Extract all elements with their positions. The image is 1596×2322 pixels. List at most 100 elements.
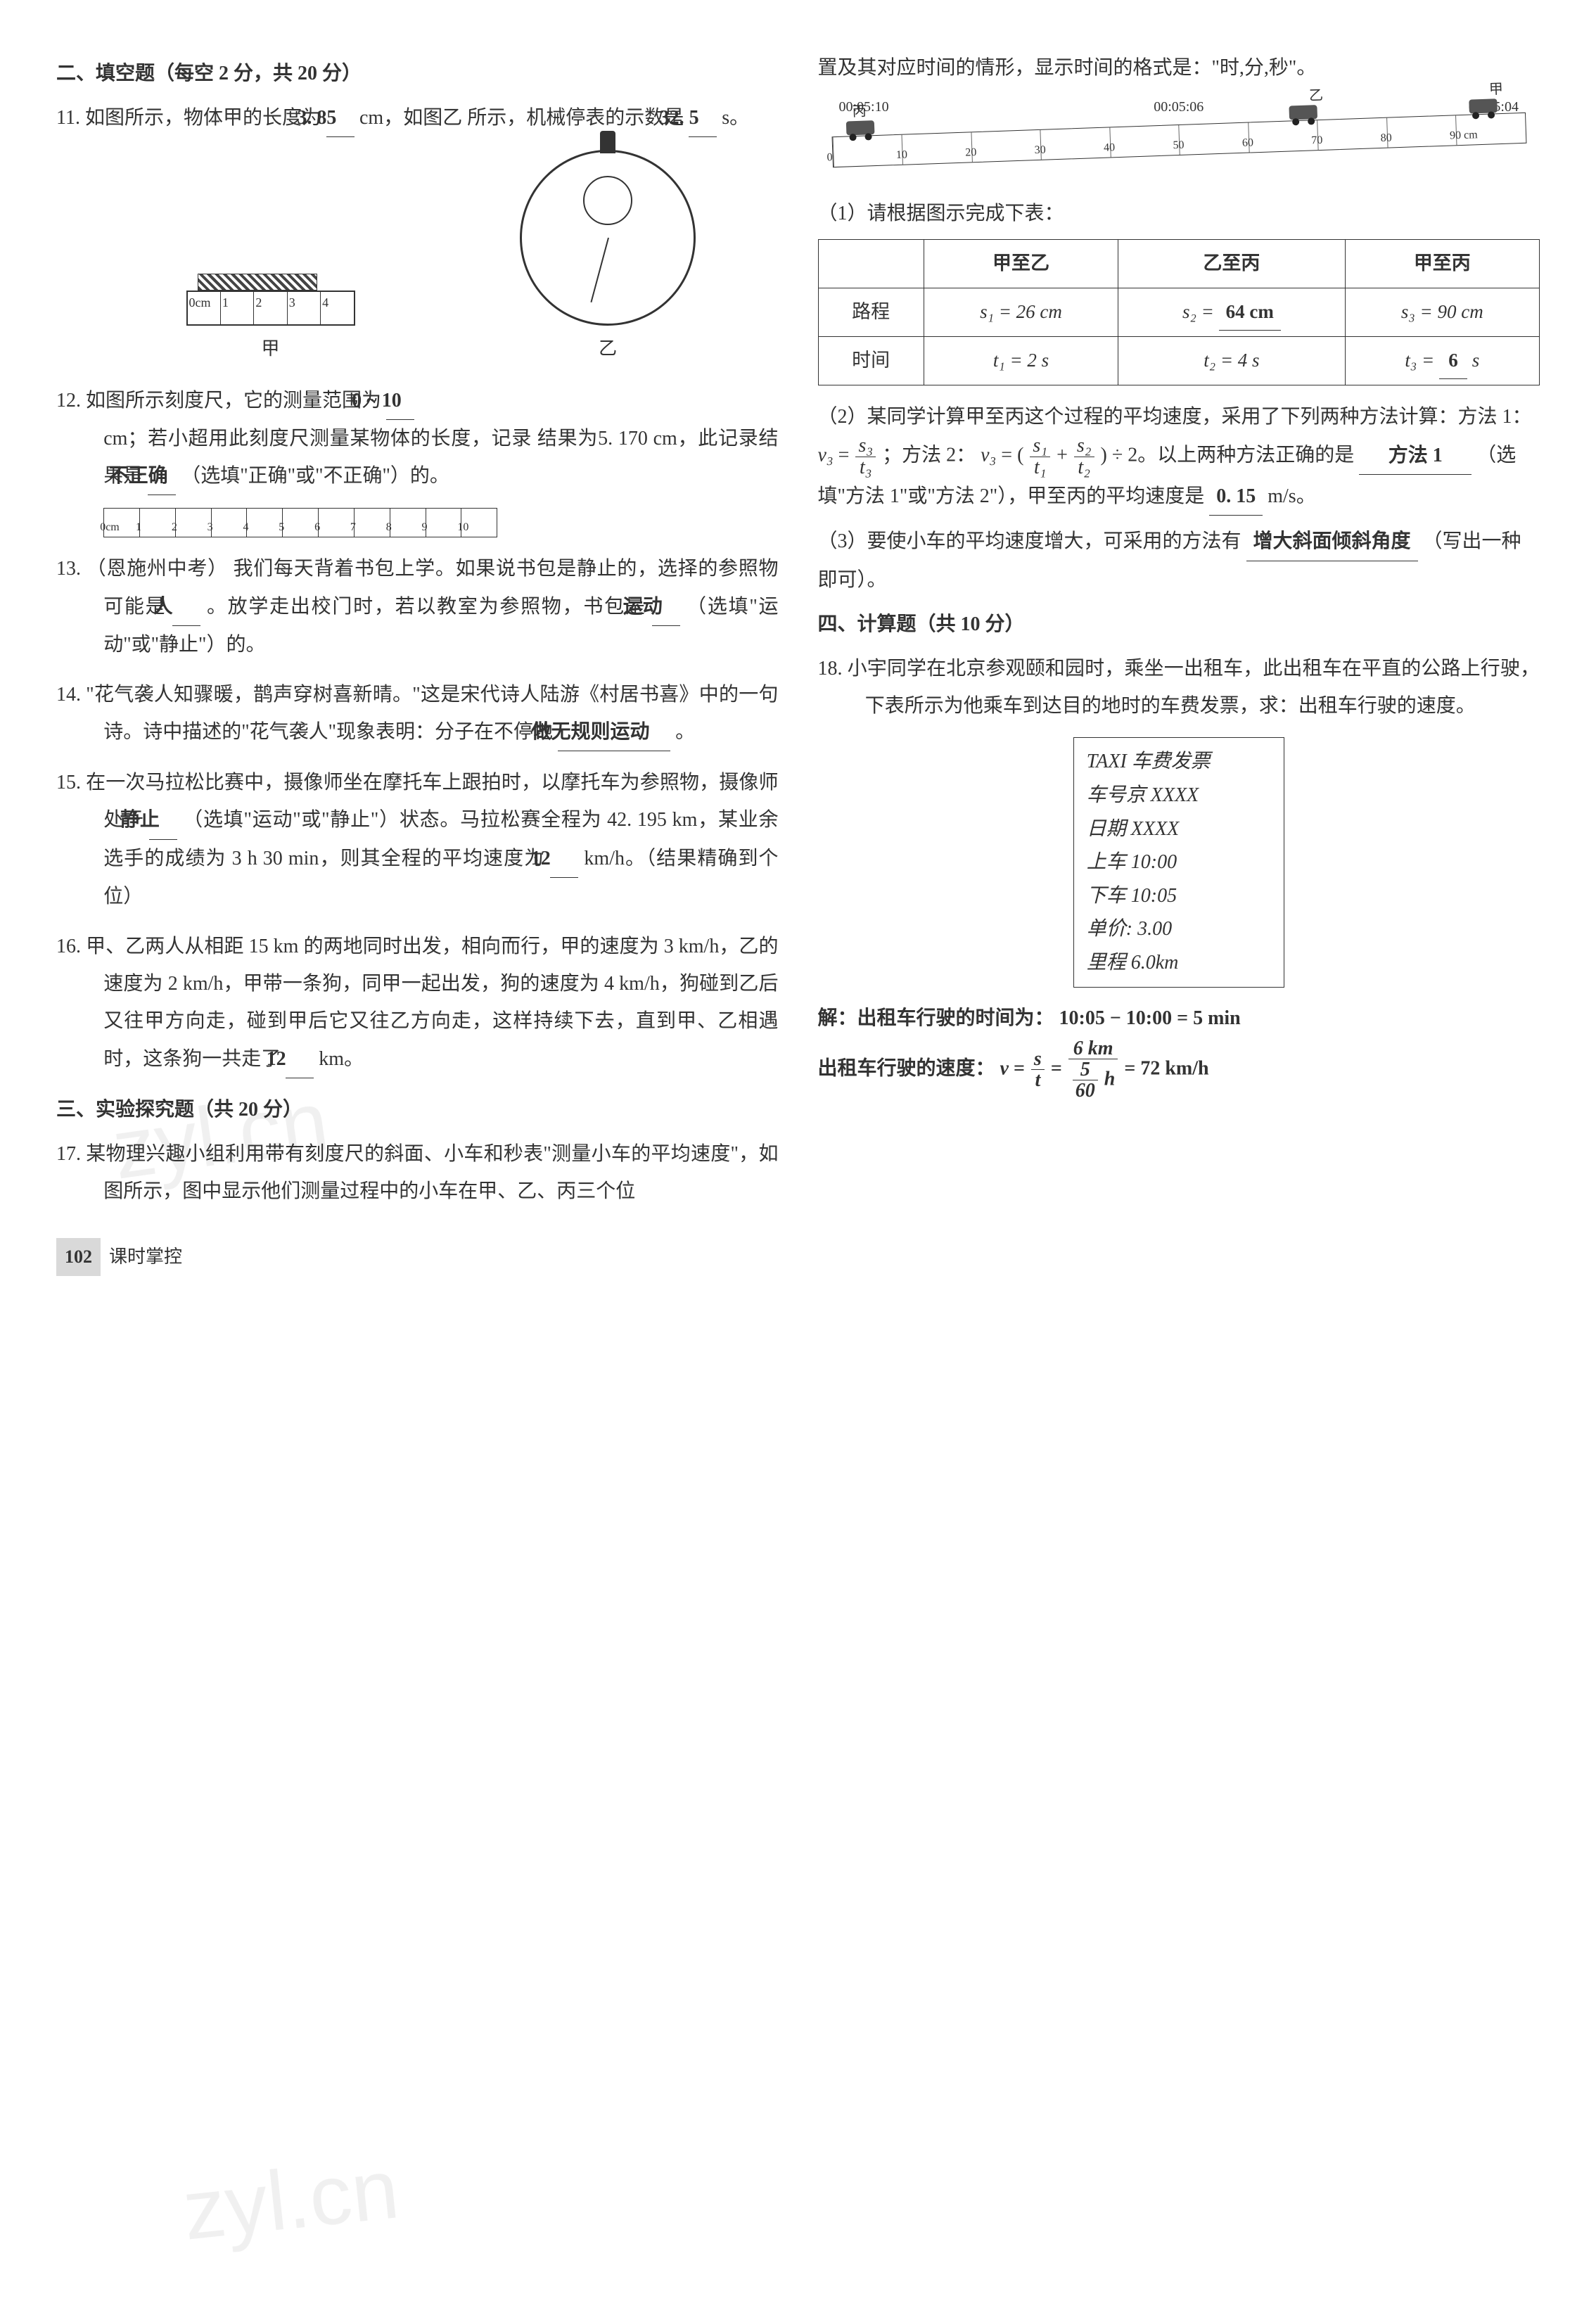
cell-t3: t₃ = 6 s — [1345, 336, 1539, 385]
page-number: 102 — [56, 1238, 101, 1275]
sol-v: v — [1000, 1057, 1009, 1079]
q12-num: 12. — [56, 390, 81, 412]
slope-ruler-icon: 0 10 20 30 40 50 60 70 80 90 cm 丙 乙 甲 — [831, 113, 1526, 167]
th-jy: 甲至乙 — [924, 240, 1118, 288]
q11-unit2: s。 — [722, 107, 749, 129]
frac-den: t₁ — [1030, 457, 1050, 478]
q17-intro-a: 17. 某物理兴趣小组利用带有刻度尺的斜面、小车和秒表"测量小车的平均速度"，如… — [56, 1135, 779, 1210]
sol-a-val: 10:05 − 10:00 = 5 min — [1059, 1007, 1241, 1029]
q13-num: 13. — [56, 558, 81, 580]
q14-text: "花气袭人知骤暖，鹊声穿树喜新晴。"这是宋代诗人陆游《村居书喜》中的一句诗。诗中… — [86, 684, 778, 743]
taxi-receipt: TAXI 车费发票 车号京 XXXX 日期 XXXX 上车 10:00 下车 1… — [1073, 737, 1284, 987]
page: 二、填空题（每空 2 分，共 20 分） 11. 如图所示，物体甲的长度为 3.… — [56, 49, 1540, 1276]
q11-ruler-fig: 0cm 1 2 3 4 甲 — [186, 291, 355, 366]
ruler-tick-label: 1 — [222, 291, 229, 314]
frac-num: s — [1031, 1049, 1045, 1070]
q17-sub2-a: （2）某同学计算甲至丙这个过程的平均速度，采用了下列两种方法计算：方法 1： — [818, 406, 1532, 428]
frac-num: 5 — [1073, 1059, 1098, 1080]
eq1: = — [838, 445, 855, 466]
frac-num: s₃ — [855, 435, 876, 457]
sol-eq1: = — [1014, 1057, 1030, 1079]
q16-num: 16. — [56, 936, 81, 957]
scale-label: 20 — [964, 142, 976, 164]
q16-text-a: 甲、乙两人从相距 15 km 的两地同时出发，相向而行，甲的速度为 3 km/h… — [86, 936, 778, 1070]
q17-intro-b: 置及其对应时间的情形，显示时间的格式是："时,分,秒"。 — [818, 49, 1540, 87]
q11-num: 11. — [56, 107, 80, 129]
q13-src: （恩施州中考） — [87, 558, 228, 580]
scale-label: 60 — [1241, 132, 1253, 154]
scale-label: 0 — [826, 147, 833, 169]
q17-sub2-b: ；方法 2： — [882, 445, 976, 466]
q14-tail: 。 — [675, 721, 695, 743]
receipt-line: 上车 10:00 — [1087, 846, 1271, 879]
frac-den: t₃ — [855, 457, 876, 478]
q13-ans2: 运动 — [652, 588, 680, 626]
measured-object-icon — [198, 274, 317, 291]
table-header-row: 甲至乙 乙至丙 甲至丙 — [818, 240, 1540, 288]
receipt-title: TAXI 车费发票 — [1087, 745, 1271, 779]
cell-s1: s₁ = 26 cm — [924, 288, 1118, 336]
ruler-tick-label: 1 — [136, 517, 141, 538]
section-exp-title: 三、实验探究题（共 20 分） — [56, 1091, 779, 1128]
q11-figure: 0cm 1 2 3 4 甲 乙 — [56, 150, 779, 366]
cell-t3-pre: t₃ = — [1405, 350, 1439, 371]
watermark: zyl.cn — [175, 2109, 407, 2291]
q11-text: 如图所示，物体甲的长度为 — [85, 107, 321, 129]
q12: 12. 如图所示刻度尺，它的测量范围为 0 ~ 10 cm；若小超用此刻度尺测量… — [56, 382, 779, 496]
th-blank — [818, 240, 924, 288]
section-calc-title: 四、计算题（共 10 分） — [818, 606, 1540, 643]
receipt-line: 单价: 3.00 — [1087, 912, 1271, 946]
flag-bing: 丙 — [852, 98, 867, 126]
q14-num: 14. — [56, 684, 81, 706]
ruler-tick-label: 6 — [314, 517, 320, 538]
cell-s2-pre: s₂ = — [1182, 301, 1219, 322]
row-label-t: 时间 — [818, 336, 924, 385]
sol-b-label: 出租车行驶的速度： — [818, 1057, 995, 1079]
q18-text: 小宇同学在北京参观颐和园时，乘坐一出租车，此出租车在平直的公路上行驶，下表所示为… — [848, 658, 1540, 717]
q11-text-b: 所示，机械停表的示数是 — [467, 107, 684, 129]
v3-sym: v₃ — [818, 445, 834, 466]
frac-s3-t3: s₃ t₃ — [854, 435, 877, 478]
cell-t1: t₁ = 2 s — [924, 336, 1118, 385]
cell-s3: s₃ = 90 cm — [1345, 288, 1539, 336]
sol-line-time: 解：出租车行驶的时间为： 10:05 − 10:00 = 5 min — [818, 999, 1540, 1038]
ruler-tick-label: 2 — [172, 517, 177, 538]
scale-label: 90 cm — [1449, 125, 1478, 147]
section-fill-title: 二、填空题（每空 2 分，共 20 分） — [56, 55, 779, 92]
q17-sub3-a: （3）要使小车的平均速度增大，可采用的方法有 — [818, 530, 1241, 552]
q15-num: 15. — [56, 772, 81, 793]
ruler-tick-label: 10 — [457, 517, 468, 538]
q15: 15. 在一次马拉松比赛中，摄像师坐在摩托车上跟拍时，以摩托车为参照物，摄像师处… — [56, 764, 779, 915]
q12-ans2: 不正确 — [148, 457, 176, 495]
q12-text-b: cm；若小超用此刻度尺测量某物体的长度，记录 — [103, 428, 532, 449]
q17-num: 17. — [56, 1143, 81, 1165]
v3b-sym: v₃ — [981, 445, 996, 466]
q17-sub2-c: ÷ 2。以上两种方法正确的是 — [1112, 445, 1354, 466]
q14: 14. "花气袭人知骤暖，鹊声穿树喜新晴。"这是宋代诗人陆游《村居书喜》中的一句… — [56, 676, 779, 751]
ruler-tick-label: 0cm — [100, 517, 120, 538]
q11-unit1: cm，如图乙 — [359, 107, 462, 129]
q11-stopwatch-fig: 乙 — [520, 150, 696, 366]
frac-den: t₂ — [1074, 457, 1094, 478]
q11-ans1: 3. 85 — [326, 99, 355, 137]
frac-den: 5 60 h — [1068, 1059, 1118, 1102]
ruler-tick-label: 3 — [208, 517, 213, 538]
scale-label: 30 — [1034, 139, 1046, 161]
q12-ruler-icon: 0cm 1 2 3 4 5 6 7 8 9 10 — [103, 508, 497, 537]
q17-ans2a: 方法 1 — [1359, 437, 1471, 475]
scale-label: 10 — [895, 144, 907, 166]
receipt-line: 下车 10:05 — [1087, 879, 1271, 913]
frac-den: t — [1031, 1070, 1045, 1090]
q14-ans1: 做无规则运动 — [558, 713, 670, 751]
q16-text-b: km。 — [319, 1048, 364, 1070]
ruler-tick-label: 5 — [279, 517, 284, 538]
q17-slope-figure: 00:05:10 00:05:06 00:05:04 0 10 20 30 40… — [818, 94, 1540, 185]
q15-ans1: 静止 — [149, 801, 177, 839]
q17-ans3: 增大斜面倾斜角度 — [1246, 523, 1418, 561]
q16: 16. 甲、乙两人从相距 15 km 的两地同时出发，相向而行，甲的速度为 3 … — [56, 928, 779, 1078]
time-yi: 00:05:06 — [1154, 94, 1204, 120]
frac-s2-t2: s₂ t₂ — [1073, 435, 1096, 478]
q17-sub2: （2）某同学计算甲至丙这个过程的平均速度，采用了下列两种方法计算：方法 1： v… — [818, 398, 1540, 516]
q16-ans1: 12 — [286, 1040, 314, 1078]
th-yb: 乙至丙 — [1118, 240, 1345, 288]
